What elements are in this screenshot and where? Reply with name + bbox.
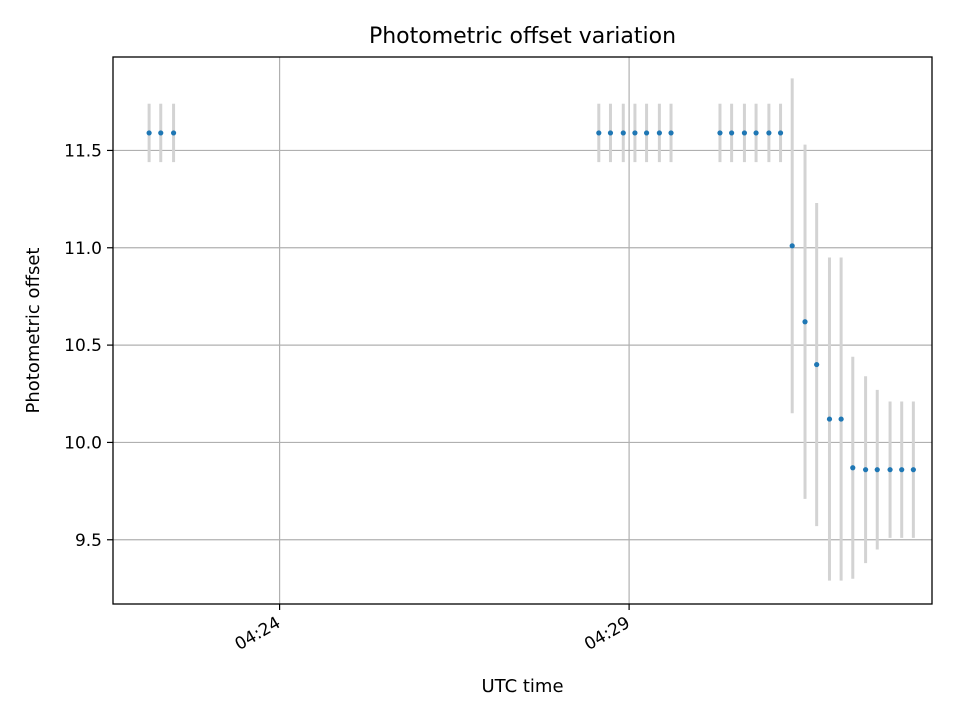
data-point xyxy=(632,130,638,136)
y-tick-label: 11.0 xyxy=(64,239,102,259)
x-tick-label: 04:29 xyxy=(581,613,633,655)
data-point xyxy=(814,361,820,368)
data-point xyxy=(910,467,916,473)
data-point xyxy=(777,130,784,136)
data-point xyxy=(838,416,844,422)
data-point xyxy=(850,465,856,471)
data-point xyxy=(643,130,650,136)
data-point xyxy=(887,467,893,473)
data-point xyxy=(899,467,905,473)
y-tick-label: 9.5 xyxy=(75,531,102,551)
data-point xyxy=(158,130,164,136)
x-tick-label: 04:24 xyxy=(232,613,284,655)
data-point xyxy=(753,130,759,136)
x-axis-label: UTC time xyxy=(481,676,563,697)
axis-ticks: 9.5 10.0 10.5 11.0 11.5 04:24 04:29 xyxy=(64,141,633,654)
data-points xyxy=(146,130,916,473)
data-point xyxy=(826,416,833,422)
grid-lines xyxy=(113,57,932,604)
error-bars xyxy=(147,78,915,581)
data-point xyxy=(729,130,735,136)
data-point xyxy=(789,243,795,249)
y-tick-label: 10.0 xyxy=(64,433,102,453)
data-point xyxy=(668,130,674,136)
data-point xyxy=(620,130,626,136)
chart-title: Photometric offset variation xyxy=(369,24,676,49)
data-point xyxy=(874,467,880,473)
y-axis-label: Photometric offset xyxy=(23,248,44,414)
data-point xyxy=(802,319,808,325)
data-point xyxy=(717,130,723,136)
data-point xyxy=(656,130,662,136)
data-point xyxy=(862,467,869,473)
y-tick-label: 10.5 xyxy=(64,336,102,356)
data-point xyxy=(146,130,152,136)
data-point xyxy=(170,130,177,136)
data-point xyxy=(596,130,602,136)
data-point xyxy=(766,130,772,136)
plot-frame xyxy=(112,56,933,605)
data-point xyxy=(741,130,748,136)
y-tick-label: 11.5 xyxy=(64,141,102,161)
data-point xyxy=(607,130,614,136)
